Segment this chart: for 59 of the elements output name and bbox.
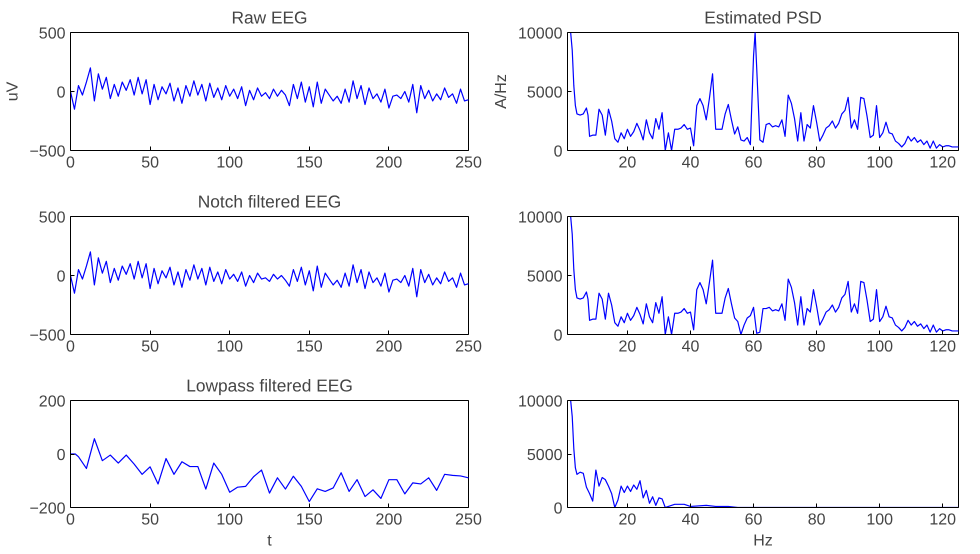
x-tick-label: 60 — [744, 338, 763, 356]
x-tick-label: 120 — [929, 154, 956, 172]
y-axis-title: A/Hz — [493, 74, 510, 109]
x-tick-label: 20 — [618, 154, 636, 172]
x-tick-label: 200 — [376, 154, 402, 172]
x-tick-label: 50 — [141, 338, 160, 356]
x-tick-label: 120 — [929, 512, 956, 528]
chart-title: Estimated PSD — [704, 8, 822, 28]
y-tick-label: 0 — [56, 84, 66, 102]
y-tick-label: 10000 — [518, 26, 563, 42]
x-tick-label: 100 — [866, 512, 894, 528]
y-tick-label: −500 — [29, 328, 66, 344]
x-tick-label: 100 — [866, 338, 894, 356]
x-tick-label: 80 — [808, 338, 826, 356]
y-tick-label: 0 — [554, 328, 563, 344]
x-tick-label: 100 — [216, 338, 244, 356]
x-tick-label: 50 — [141, 154, 160, 172]
x-tick-label: 20 — [618, 512, 636, 528]
x-tick-label: 200 — [376, 338, 402, 356]
y-tick-label: 500 — [38, 210, 66, 226]
x-tick-label: 60 — [744, 154, 763, 172]
y-tick-label: 0 — [554, 144, 563, 160]
y-tick-label: −200 — [29, 500, 66, 518]
y-tick-label: −500 — [29, 144, 66, 160]
x-tick-label: 80 — [808, 512, 826, 528]
chart-title: Raw EEG — [231, 8, 308, 28]
x-tick-label: 80 — [808, 154, 826, 172]
x-tick-label: 50 — [141, 512, 160, 528]
x-tick-label: 60 — [744, 512, 763, 528]
y-tick-label: 200 — [38, 394, 66, 410]
x-tick-label: 250 — [455, 338, 482, 356]
y-tick-label: 10000 — [518, 210, 563, 226]
x-tick-label: 150 — [296, 512, 323, 528]
y-tick-label: 500 — [38, 26, 66, 42]
y-tick-label: 0 — [554, 500, 563, 518]
x-tick-label: 100 — [216, 512, 244, 528]
y-tick-label: 5000 — [526, 447, 563, 464]
chart-title: Notch filtered EEG — [198, 192, 342, 212]
x-tick-label: 100 — [866, 154, 894, 172]
x-tick-label: 40 — [682, 154, 700, 172]
y-tick-label: 5000 — [526, 268, 563, 286]
x-tick-label: 120 — [929, 338, 956, 356]
x-tick-label: 200 — [376, 512, 402, 528]
x-tick-label: 250 — [455, 512, 482, 528]
chart-title: Lowpass filtered EEG — [186, 376, 353, 396]
y-tick-label: 0 — [56, 268, 66, 286]
x-axis-title: Hz — [753, 532, 773, 550]
x-tick-label: 40 — [682, 512, 700, 528]
x-tick-label: 100 — [216, 154, 244, 172]
y-tick-label: 10000 — [518, 394, 563, 410]
x-tick-label: 40 — [682, 338, 700, 356]
x-tick-label: 250 — [455, 154, 482, 172]
x-tick-label: 150 — [296, 154, 323, 172]
x-tick-label: 150 — [296, 338, 323, 356]
x-axis-title: t — [267, 532, 272, 550]
y-axis-title: uV — [4, 81, 22, 102]
x-tick-label: 20 — [618, 338, 636, 356]
y-tick-label: 0 — [56, 447, 66, 464]
y-tick-label: 5000 — [526, 84, 563, 102]
